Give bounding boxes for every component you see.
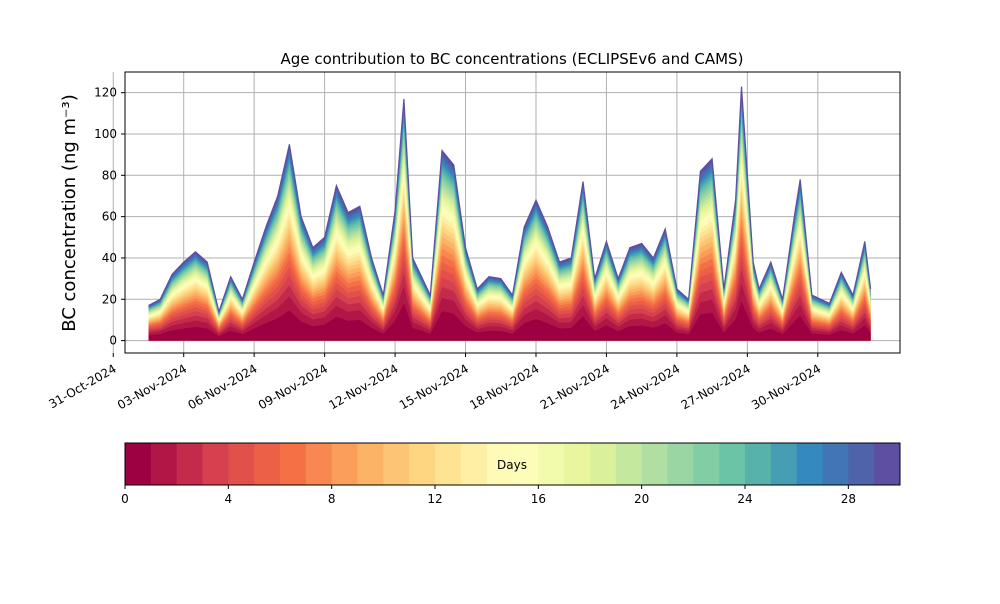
colorbar-tick-label: 28: [841, 492, 856, 506]
colorbar-segment: [254, 443, 281, 485]
colorbar-tick-label: 8: [328, 492, 336, 506]
colorbar-frame: [124, 442, 901, 486]
colorbar-segment: [615, 443, 643, 485]
y-tick-label: 80: [102, 168, 117, 182]
colorbar-segment: [331, 443, 358, 485]
colorbar-segment: [564, 443, 591, 485]
colorbar-tick-label: 12: [427, 492, 442, 506]
colorbar-segment: [228, 443, 255, 485]
colorbar-segment: [590, 443, 617, 485]
colorbar-segment: [125, 443, 152, 485]
y-tick-label: 20: [102, 292, 117, 306]
colorbar-segment: [641, 443, 668, 485]
colorbar-segment: [719, 443, 746, 485]
colorbar-segment: [435, 443, 462, 485]
colorbar-tick-label: 4: [225, 492, 233, 506]
y-tick-label: 60: [102, 210, 117, 224]
chart-title: Age contribution to BC concentrations (E…: [281, 50, 744, 68]
y-tick-label: 120: [94, 86, 117, 100]
x-tick-label: 27-Nov-2024: [679, 361, 753, 412]
area-layer: [148, 86, 872, 341]
x-tick-label: 30-Nov-2024: [749, 361, 823, 412]
x-tick-label: 15-Nov-2024: [397, 361, 471, 412]
x-tick-label: 21-Nov-2024: [538, 361, 612, 412]
colorbar-tick-label: 24: [737, 492, 752, 506]
x-tick-label: 24-Nov-2024: [608, 361, 682, 412]
colorbar-label: Days: [497, 458, 527, 472]
colorbar-segment: [874, 443, 901, 485]
colorbar-tick-label: 0: [121, 492, 129, 506]
colorbar-segment: [383, 443, 410, 485]
colorbar-segment: [150, 443, 178, 485]
colorbar-segment: [409, 443, 436, 485]
colorbar-segment: [305, 443, 333, 485]
colorbar-segment: [202, 443, 229, 485]
y-axis-label: BC concentration (ng m⁻³): [59, 94, 80, 332]
colorbar-segment: [357, 443, 384, 485]
colorbar-segment: [460, 443, 488, 485]
x-tick-label: 09-Nov-2024: [256, 361, 330, 412]
y-tick-label: 100: [94, 127, 117, 141]
y-tick-label: 40: [102, 251, 117, 265]
colorbar-tick-label: 20: [634, 492, 649, 506]
colorbar-segment: [667, 443, 694, 485]
colorbar-segment: [280, 443, 307, 485]
colorbar-segment: [822, 443, 849, 485]
colorbar-segment: [770, 443, 798, 485]
colorbar-segment: [512, 443, 539, 485]
x-tick-label: 31-Oct-2024: [46, 361, 118, 411]
colorbar-segment: [848, 443, 875, 485]
colorbar-segment: [486, 443, 513, 485]
colorbar-segment: [538, 443, 565, 485]
y-tick-label: 0: [109, 334, 117, 348]
colorbar-segment: [745, 443, 772, 485]
age-band-0: [148, 301, 871, 341]
x-tick-label: 12-Nov-2024: [326, 361, 400, 412]
colorbar: 0 4 8 12 16 20 24 28: [121, 442, 901, 506]
x-tick-label: 03-Nov-2024: [115, 361, 189, 412]
x-tick-label: 18-Nov-2024: [467, 361, 541, 412]
colorbar-tick-label: 16: [531, 492, 546, 506]
x-tick-label: 06-Nov-2024: [185, 361, 259, 412]
colorbar-segment: [176, 443, 203, 485]
colorbar-segment: [796, 443, 823, 485]
plot-frame: [124, 71, 901, 354]
total-series-line: [148, 86, 872, 314]
colorbar-segment: [693, 443, 720, 485]
